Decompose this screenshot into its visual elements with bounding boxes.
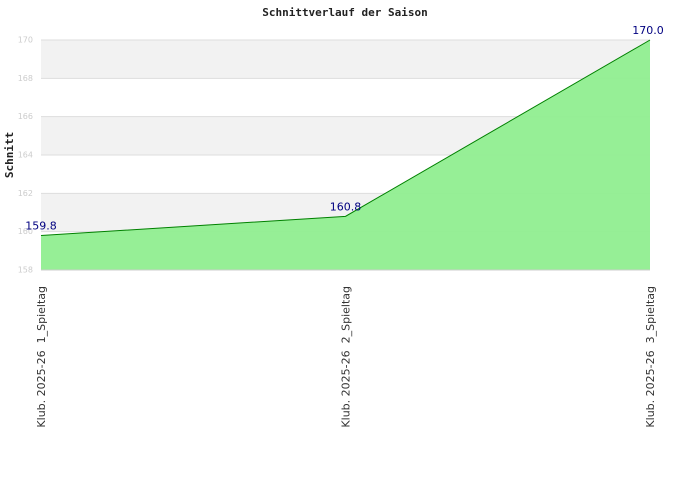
y-tick-label: 168 — [18, 74, 33, 83]
value-label: 160.8 — [330, 200, 362, 213]
chart-title: Schnittverlauf der Saison — [262, 6, 428, 19]
y-tick-label: 158 — [18, 266, 33, 275]
y-tick-label: 160 — [18, 227, 33, 236]
y-tick-label: 162 — [18, 189, 33, 198]
area — [41, 40, 650, 270]
value-label: 170.0 — [632, 24, 664, 37]
line — [40, 39, 651, 236]
y-axis-label: Schnitt — [3, 132, 16, 178]
value-label: 159.8 — [25, 220, 57, 233]
y-tick-label: 166 — [18, 112, 33, 121]
x-tick-label: Klub. 2025-26 2_Spieltag — [340, 286, 353, 428]
x-tick-label: Klub. 2025-26 1_Spieltag — [35, 286, 48, 428]
grid-band — [41, 40, 650, 79]
y-tick-label: 164 — [18, 151, 33, 160]
x-tick-label: Klub. 2025-26 3_Spieltag — [644, 286, 657, 428]
y-tick-label: 170 — [18, 36, 33, 45]
